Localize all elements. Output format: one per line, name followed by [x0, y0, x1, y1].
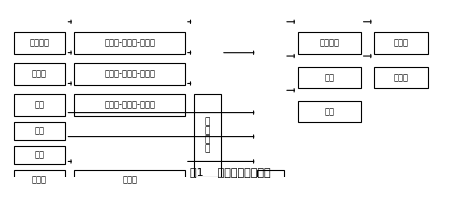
- Bar: [14, 122, 65, 140]
- Text: 上
料
系
统: 上 料 系 统: [204, 118, 210, 154]
- Text: 烧结矿仓: 烧结矿仓: [29, 39, 50, 48]
- Text: 富氧: 富氧: [34, 150, 45, 159]
- Bar: [74, 170, 185, 189]
- Bar: [374, 67, 427, 88]
- Bar: [194, 94, 220, 177]
- Text: 热风炉: 热风炉: [122, 175, 137, 184]
- Bar: [74, 63, 185, 85]
- Text: 图1    高炉炼铁工艺流程: 图1 高炉炼铁工艺流程: [189, 167, 270, 177]
- Text: 杂矿仓: 杂矿仓: [32, 70, 47, 79]
- Bar: [374, 33, 427, 54]
- Bar: [14, 63, 65, 85]
- Bar: [297, 67, 360, 88]
- Text: 焦仓: 焦仓: [34, 100, 45, 109]
- Text: 给料机-振动筛-称量斗: 给料机-振动筛-称量斗: [104, 70, 155, 79]
- Text: 煤粉: 煤粉: [34, 126, 45, 135]
- Text: 炼铁厂: 炼铁厂: [393, 73, 408, 82]
- Bar: [14, 146, 65, 164]
- Bar: [14, 94, 65, 116]
- Bar: [297, 101, 360, 123]
- Text: 给料机-振动筛-称量斗: 给料机-振动筛-称量斗: [104, 39, 155, 48]
- Bar: [74, 94, 185, 116]
- Text: 鼓风机: 鼓风机: [32, 175, 47, 184]
- Bar: [257, 170, 284, 197]
- Bar: [14, 33, 65, 54]
- Text: 炉渣: 炉渣: [324, 107, 333, 116]
- Text: 动力厂: 动力厂: [393, 39, 408, 48]
- Text: 铁水: 铁水: [324, 73, 333, 82]
- Bar: [297, 33, 360, 54]
- Text: 给料机-振动筛-称量斗: 给料机-振动筛-称量斗: [104, 100, 155, 109]
- Text: 煤气粉尘: 煤气粉尘: [319, 39, 338, 48]
- Bar: [74, 33, 185, 54]
- Bar: [14, 170, 65, 189]
